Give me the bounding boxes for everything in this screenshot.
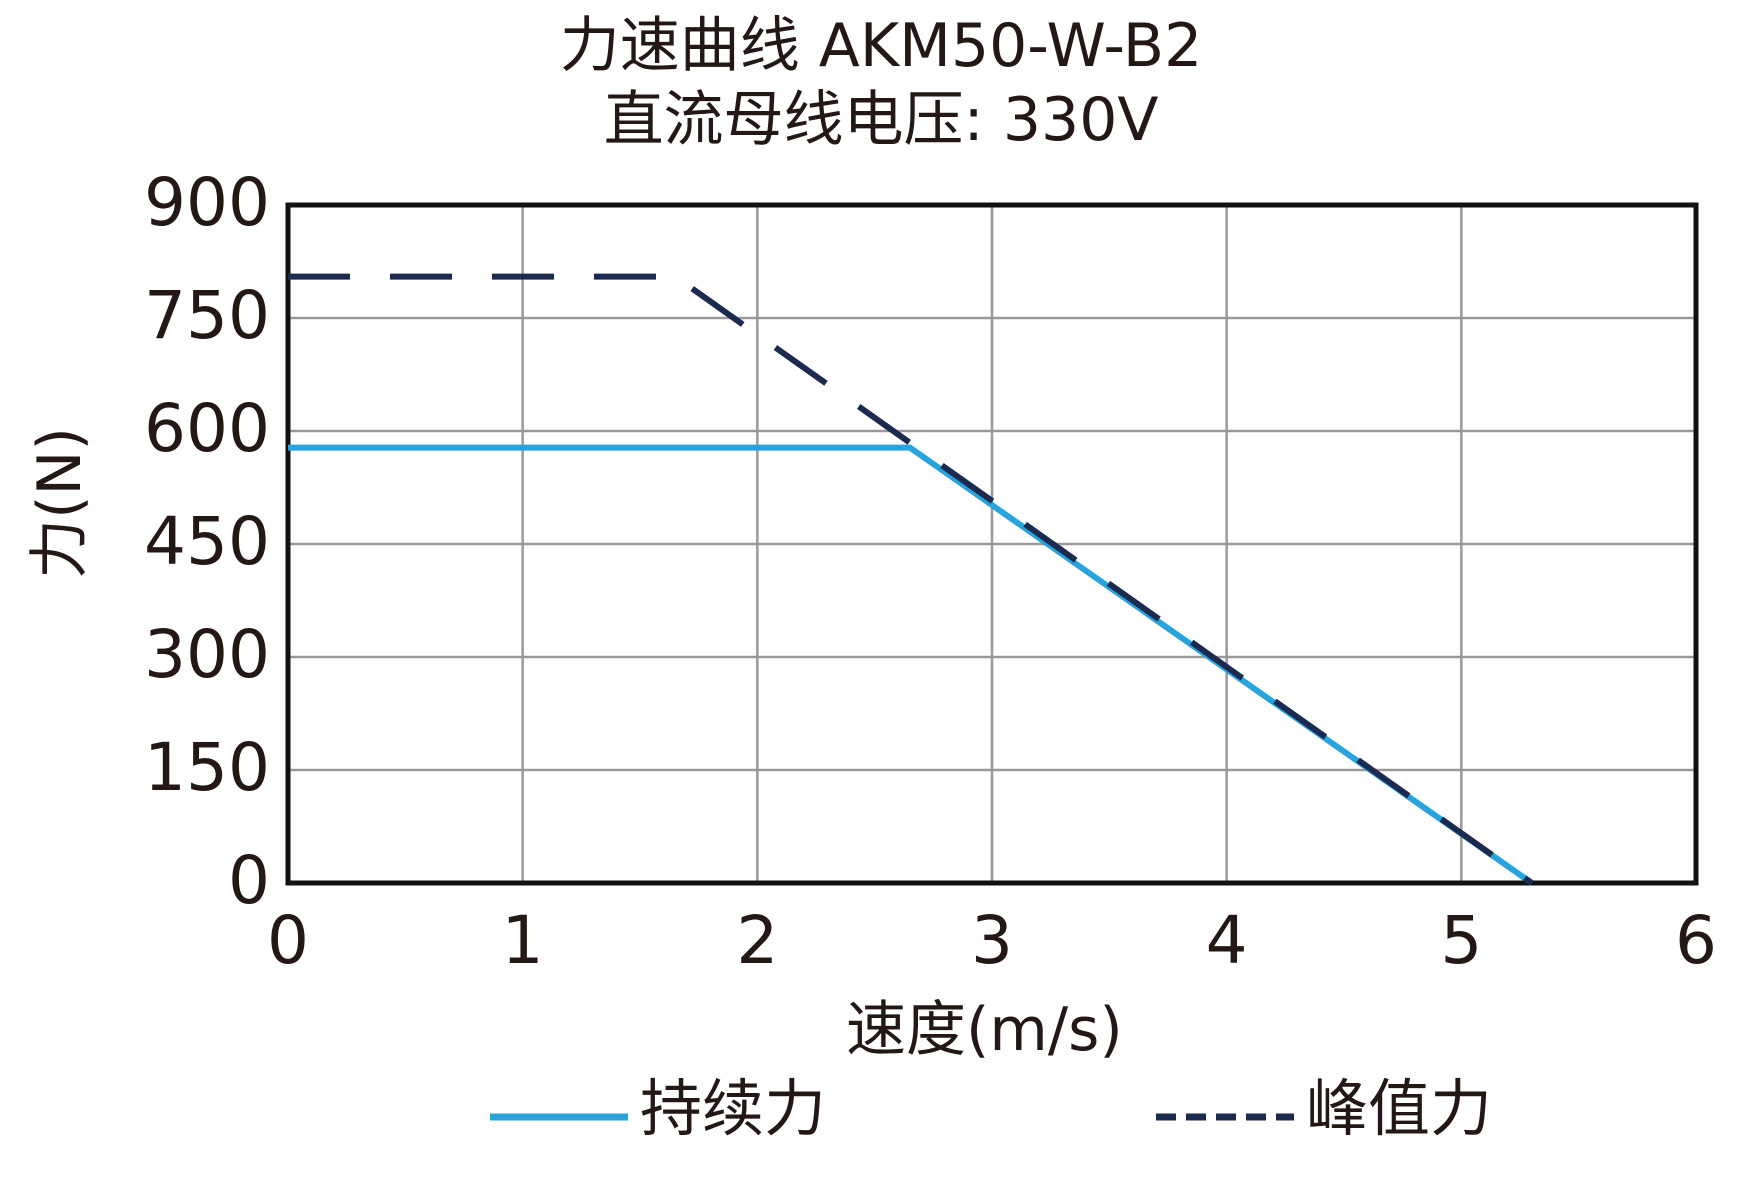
y-tick-label: 300 bbox=[144, 616, 270, 693]
x-tick-label: 5 bbox=[1440, 902, 1483, 979]
x-tick-label: 1 bbox=[501, 902, 544, 979]
x-tick-label: 6 bbox=[1675, 902, 1717, 979]
y-axis-label: 力(N) bbox=[25, 427, 95, 579]
series-layer bbox=[288, 273, 1534, 886]
x-tick-label: 2 bbox=[736, 902, 779, 979]
series-line-continuous-force bbox=[288, 444, 1534, 886]
plot-frame bbox=[285, 202, 1699, 886]
legend-label-continuous: 持续力 bbox=[640, 1072, 827, 1145]
grid-lines bbox=[286, 203, 1698, 885]
chart-title: 力速曲线 AKM50-W-B2 bbox=[559, 11, 1203, 81]
x-tick-label: 3 bbox=[971, 902, 1013, 979]
chart-subtitle: 直流母线电压: 330V bbox=[603, 85, 1159, 155]
legend-label-peak: 峰值力 bbox=[1306, 1072, 1493, 1145]
y-tick-label: 750 bbox=[144, 277, 270, 354]
series-line-peak-force bbox=[288, 273, 1534, 886]
y-tick-label: 450 bbox=[144, 503, 270, 580]
x-tick-label: 0 bbox=[267, 902, 309, 979]
y-tick-label: 900 bbox=[144, 164, 270, 241]
y-tick-label: 0 bbox=[228, 842, 270, 919]
x-axis-label: 速度(m/s) bbox=[846, 995, 1123, 1065]
y-tick-label: 150 bbox=[144, 729, 270, 806]
y-tick-label: 600 bbox=[144, 390, 270, 467]
x-tick-label: 4 bbox=[1205, 902, 1248, 979]
